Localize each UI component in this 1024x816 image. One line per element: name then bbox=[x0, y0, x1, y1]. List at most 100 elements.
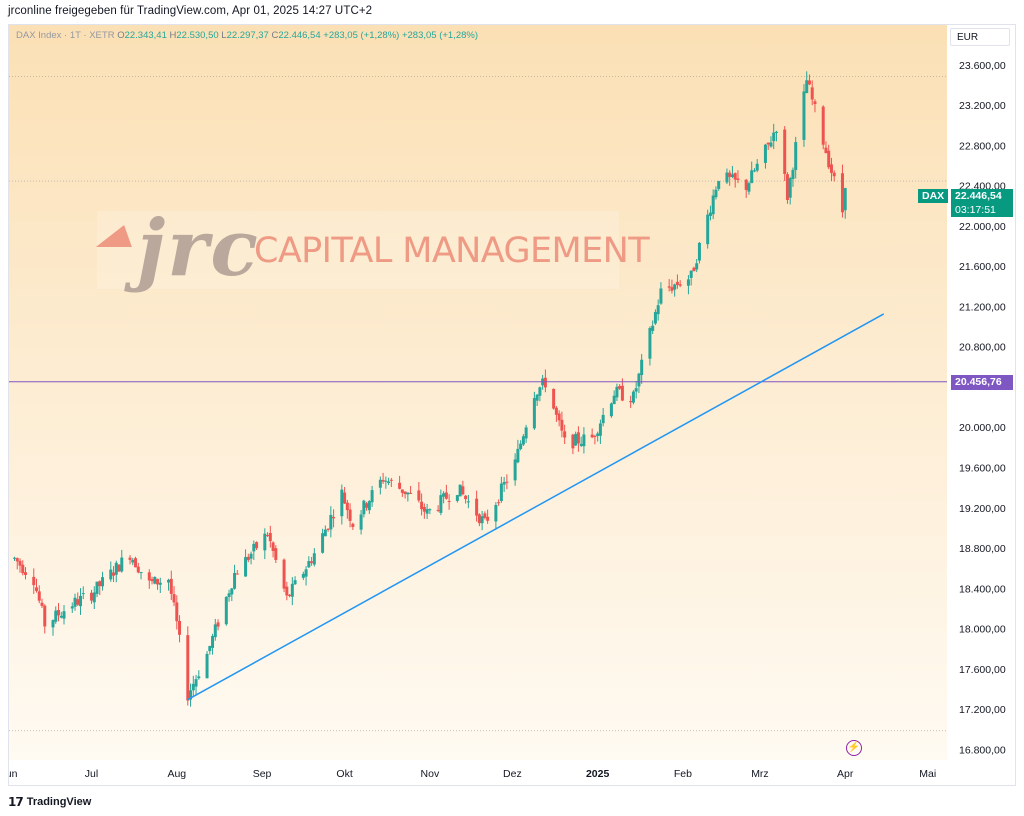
open-label: O bbox=[117, 30, 125, 41]
candle-body bbox=[519, 443, 523, 450]
candle-body bbox=[821, 106, 825, 145]
candle-body bbox=[609, 403, 613, 417]
candle-body bbox=[656, 305, 660, 315]
candle-body bbox=[590, 434, 594, 438]
candle-body bbox=[37, 591, 41, 601]
candle-body bbox=[90, 592, 94, 601]
currency-button[interactable]: EUR bbox=[950, 28, 1010, 46]
level-price-label: 20.456,76 bbox=[955, 376, 1002, 388]
candle-body bbox=[785, 174, 789, 200]
candle-body bbox=[444, 492, 448, 499]
candle-body bbox=[18, 560, 22, 566]
candle-body bbox=[398, 482, 402, 489]
candle-body bbox=[543, 377, 547, 388]
candle-body bbox=[301, 573, 305, 578]
candle-body bbox=[282, 559, 286, 589]
candle-body bbox=[227, 593, 231, 598]
countdown-label: 03:17:51 bbox=[955, 204, 996, 216]
candle-body bbox=[340, 489, 344, 517]
trend-line bbox=[187, 313, 885, 701]
candle-body bbox=[420, 501, 424, 510]
candle-body bbox=[43, 605, 47, 627]
candle-body bbox=[167, 579, 171, 583]
candle-body bbox=[516, 448, 520, 463]
x-tick-label: 2025 bbox=[586, 768, 610, 780]
lightning-icon[interactable]: ⚡ bbox=[846, 740, 862, 756]
candle-body bbox=[725, 172, 729, 183]
candle-body bbox=[810, 87, 814, 100]
candle-body bbox=[194, 679, 198, 687]
candle-body bbox=[359, 514, 363, 530]
candle-body bbox=[486, 516, 490, 521]
candle-body bbox=[436, 509, 440, 511]
candle-body bbox=[675, 281, 679, 285]
candle-body bbox=[62, 611, 66, 619]
candle-body bbox=[686, 279, 690, 286]
candle-body bbox=[189, 690, 193, 700]
candle-body bbox=[197, 676, 201, 679]
x-tick-label: Jun bbox=[9, 768, 18, 780]
candle-body bbox=[365, 503, 369, 508]
symbol-label[interactable]: DAX Index · 1T · XETR bbox=[16, 30, 115, 41]
candlestick-chart[interactable]: 23.600,0023.200,0022.800,0022.400,0022.0… bbox=[9, 25, 1015, 785]
candle-body bbox=[574, 434, 578, 446]
candle-body bbox=[384, 480, 388, 482]
candle-body bbox=[576, 432, 580, 444]
candle-body bbox=[464, 495, 468, 500]
candle-body bbox=[114, 562, 118, 575]
candle-body bbox=[571, 434, 575, 449]
chart-area[interactable]: 23.600,00 23.200,00 22.800,00 22.400,00 22.0… bbox=[8, 24, 1016, 786]
candle-body bbox=[521, 436, 525, 445]
candle-body bbox=[499, 483, 503, 501]
candle-body bbox=[249, 553, 253, 559]
candle-body bbox=[714, 189, 718, 198]
candle-body bbox=[186, 635, 190, 701]
candle-body bbox=[750, 170, 754, 184]
candle-body bbox=[128, 557, 132, 560]
candle-body bbox=[150, 579, 154, 582]
candle-body bbox=[794, 142, 798, 171]
candle-body bbox=[211, 635, 215, 648]
candle-body bbox=[480, 516, 484, 524]
candle-body bbox=[13, 557, 17, 559]
candle-body bbox=[458, 484, 462, 497]
candle-body bbox=[554, 407, 558, 415]
candle-body bbox=[312, 553, 316, 565]
watermark-mark-icon bbox=[95, 225, 143, 247]
candle-body bbox=[466, 501, 470, 503]
x-tick-label: Nov bbox=[421, 768, 440, 780]
candle-body bbox=[596, 433, 600, 436]
x-tick-label: Okt bbox=[336, 768, 352, 780]
candle-body bbox=[582, 434, 586, 447]
candle-body bbox=[381, 479, 385, 482]
candle-body bbox=[370, 490, 374, 503]
candle-body bbox=[535, 394, 539, 401]
candle-body bbox=[224, 596, 228, 625]
candle-body bbox=[653, 311, 657, 324]
candle-body bbox=[51, 620, 55, 628]
candle-body bbox=[678, 284, 682, 286]
candle-body bbox=[216, 622, 220, 627]
candle-body bbox=[235, 573, 239, 575]
candle-body bbox=[54, 610, 58, 622]
candle-body bbox=[378, 479, 382, 488]
candle-body bbox=[560, 419, 564, 431]
candle-body bbox=[618, 385, 622, 389]
tradingview-brand[interactable]: 𝟭𝟳 TradingView bbox=[8, 795, 91, 809]
candle-body bbox=[708, 212, 712, 216]
candle-body bbox=[213, 624, 217, 638]
candle-body bbox=[153, 576, 157, 584]
candle-body bbox=[579, 443, 583, 446]
candle-body bbox=[461, 486, 465, 495]
candle-body bbox=[695, 263, 699, 270]
candle-body bbox=[620, 385, 624, 401]
y-tick-label: 23.200,00 bbox=[959, 100, 1006, 112]
candle-body bbox=[631, 391, 635, 403]
candle-body bbox=[208, 646, 212, 652]
candle-body bbox=[744, 179, 748, 190]
candle-body bbox=[288, 594, 292, 597]
candle-body bbox=[634, 388, 638, 392]
candle-body bbox=[755, 163, 759, 171]
jrc-watermark: jrc CAPITAL MANAGEMENT bbox=[95, 203, 650, 294]
candle-body bbox=[263, 533, 267, 551]
